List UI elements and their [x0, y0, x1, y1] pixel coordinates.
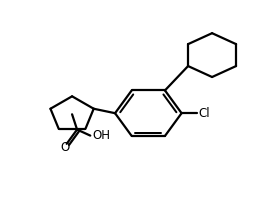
- Text: Cl: Cl: [198, 107, 210, 120]
- Text: O: O: [61, 141, 70, 154]
- Text: OH: OH: [92, 129, 110, 142]
